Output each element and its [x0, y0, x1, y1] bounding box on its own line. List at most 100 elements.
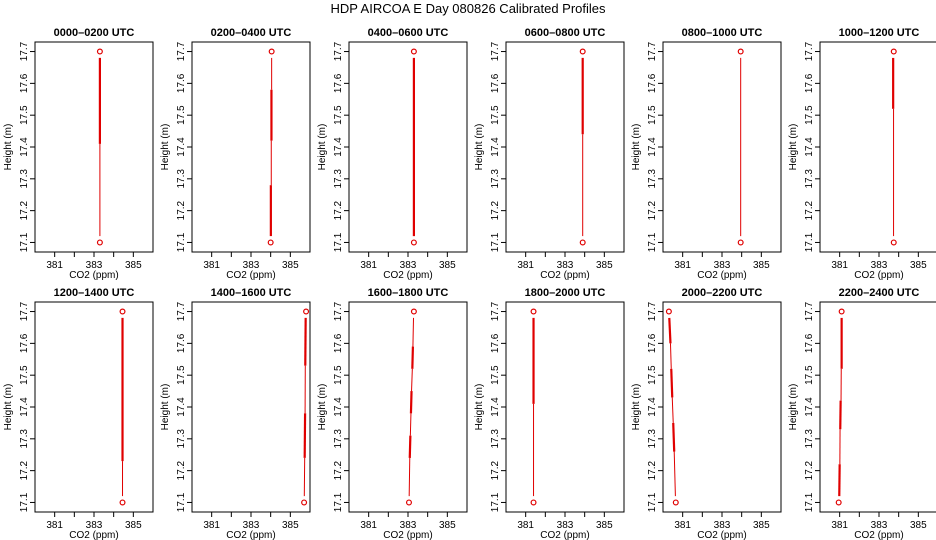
profile-segment	[671, 397, 674, 423]
profile-segment	[411, 346, 415, 369]
y-axis-label: Height (m)	[160, 124, 171, 171]
plot-frame	[819, 301, 936, 513]
y-tick-label: 17.3	[804, 169, 815, 189]
panel-12: 2200–2400 UTC 381 383 385 CO2 (ppm) 17.1 17.2 1…	[788, 287, 936, 540]
data-point	[119, 308, 126, 315]
y-tick-label: 17.1	[19, 232, 30, 252]
y-tick-label: 17.6	[19, 333, 30, 353]
panel-5: 0800–1000 UTC 381 383 385 CO2 (ppm) 17.1 17.2 1…	[631, 27, 782, 281]
y-axis-label: Height (m)	[788, 384, 799, 431]
panel-title: 0600–0800 UTC	[525, 27, 606, 39]
x-tick-label: 381	[203, 260, 220, 271]
y-tick-label: 17.5	[647, 105, 658, 125]
y-tick-label: 17.4	[490, 397, 501, 417]
y-tick-label: 17.6	[19, 73, 30, 93]
y-tick-label: 17.4	[490, 137, 501, 157]
y-tick-label: 17.4	[804, 397, 815, 417]
x-axis-label: CO2 (ppm)	[854, 530, 903, 540]
x-tick-label: 385	[753, 520, 770, 531]
x-tick-label: 381	[360, 260, 377, 271]
y-axis-label: Height (m)	[631, 124, 642, 171]
y-axis-label: Height (m)	[474, 384, 485, 431]
x-tick-label: 385	[596, 260, 613, 271]
x-tick-label: 385	[125, 520, 142, 531]
y-axis-label: Height (m)	[160, 384, 171, 431]
y-axis-label: Height (m)	[788, 124, 799, 171]
y-tick-label: 17.2	[176, 460, 187, 480]
data-point	[410, 239, 417, 246]
y-tick-label: 17.2	[647, 200, 658, 220]
x-tick-label: 383	[871, 260, 888, 271]
panel-10: 1800–2000 UTC 381 383 385 CO2 (ppm) 17.1 17.2 1…	[474, 287, 625, 540]
x-axis-label: CO2 (ppm)	[540, 530, 589, 540]
y-tick-label: 17.1	[176, 492, 187, 512]
panel-4: 0600–0800 UTC 381 383 385 CO2 (ppm) 17.1 17.2 1…	[474, 27, 625, 281]
x-axis-label: CO2 (ppm)	[697, 530, 746, 540]
x-tick-label: 381	[831, 260, 848, 271]
y-tick-label: 17.2	[333, 460, 344, 480]
plot-frame	[662, 41, 782, 253]
y-tick-label: 17.6	[176, 73, 187, 93]
data-point	[405, 499, 412, 506]
y-tick-label: 17.2	[333, 200, 344, 220]
y-tick-label: 17.4	[804, 137, 815, 157]
x-tick-label: 383	[714, 520, 731, 531]
panel-11: 2000–2200 UTC 381 383 385 CO2 (ppm) 17.1 17.2 1…	[631, 287, 782, 540]
data-point	[96, 48, 103, 55]
panel-title: 1000–1200 UTC	[839, 27, 920, 39]
y-tick-label: 17.1	[19, 492, 30, 512]
y-axis-label: Height (m)	[3, 124, 14, 171]
y-tick-label: 17.5	[647, 365, 658, 385]
panel-title: 1200–1400 UTC	[54, 287, 135, 299]
y-tick-label: 17.2	[19, 460, 30, 480]
x-tick-label: 385	[125, 260, 142, 271]
data-point	[410, 308, 417, 315]
y-tick-label: 17.6	[647, 333, 658, 353]
panel-title: 1600–1800 UTC	[368, 287, 449, 299]
x-tick-label: 381	[46, 520, 63, 531]
x-tick-label: 383	[86, 260, 103, 271]
y-axis-label: Height (m)	[317, 124, 328, 171]
panel-title: 0200–0400 UTC	[211, 27, 292, 39]
data-point	[737, 48, 744, 55]
x-tick-label: 381	[360, 520, 377, 531]
data-point	[737, 239, 744, 246]
x-tick-label: 383	[714, 260, 731, 271]
panel-title: 1400–1600 UTC	[211, 287, 292, 299]
y-tick-label: 17.1	[490, 492, 501, 512]
x-tick-label: 385	[282, 260, 299, 271]
figure-title: HDP AIRCOA E Day 080826 Calibrated Profi…	[330, 1, 606, 16]
y-tick-label: 17.6	[333, 73, 344, 93]
x-axis-label: CO2 (ppm)	[383, 530, 432, 540]
profile-segment	[668, 317, 672, 344]
data-point	[890, 239, 897, 246]
y-tick-label: 17.1	[647, 232, 658, 252]
panel-title: 2200–2400 UTC	[839, 287, 920, 299]
panel-6: 1000–1200 UTC 381 383 385 CO2 (ppm) 17.1 17.2 1…	[788, 27, 936, 281]
panel-8: 1400–1600 UTC 381 383 385 CO2 (ppm) 17.1 17.2 1…	[160, 287, 311, 540]
y-tick-label: 17.5	[804, 105, 815, 125]
panel-3: 0400–0600 UTC 381 383 385 CO2 (ppm) 17.1 17.2 1…	[317, 27, 468, 281]
y-tick-label: 17.5	[333, 365, 344, 385]
panel-title: 0000–0200 UTC	[54, 27, 135, 39]
y-tick-label: 17.1	[490, 232, 501, 252]
panel-title: 0400–0600 UTC	[368, 27, 449, 39]
y-tick-label: 17.3	[19, 169, 30, 189]
y-tick-label: 17.2	[176, 200, 187, 220]
data-point	[835, 499, 842, 506]
y-tick-label: 17.1	[176, 232, 187, 252]
panel-7: 1200–1400 UTC 381 383 385 CO2 (ppm) 17.1 17.2 1…	[3, 287, 154, 540]
plot-frame	[191, 41, 311, 253]
x-tick-label: 385	[910, 520, 927, 531]
data-point	[530, 308, 537, 315]
x-tick-label: 385	[439, 520, 456, 531]
plot-frame	[819, 41, 936, 253]
profile-segment	[411, 368, 413, 392]
profile-segment	[409, 391, 413, 414]
y-axis-label: Height (m)	[317, 384, 328, 431]
plot-frame	[505, 41, 625, 253]
y-tick-label: 17.2	[490, 200, 501, 220]
y-tick-label: 17.3	[333, 169, 344, 189]
y-tick-label: 17.3	[490, 169, 501, 189]
x-axis-label: CO2 (ppm)	[854, 270, 903, 281]
